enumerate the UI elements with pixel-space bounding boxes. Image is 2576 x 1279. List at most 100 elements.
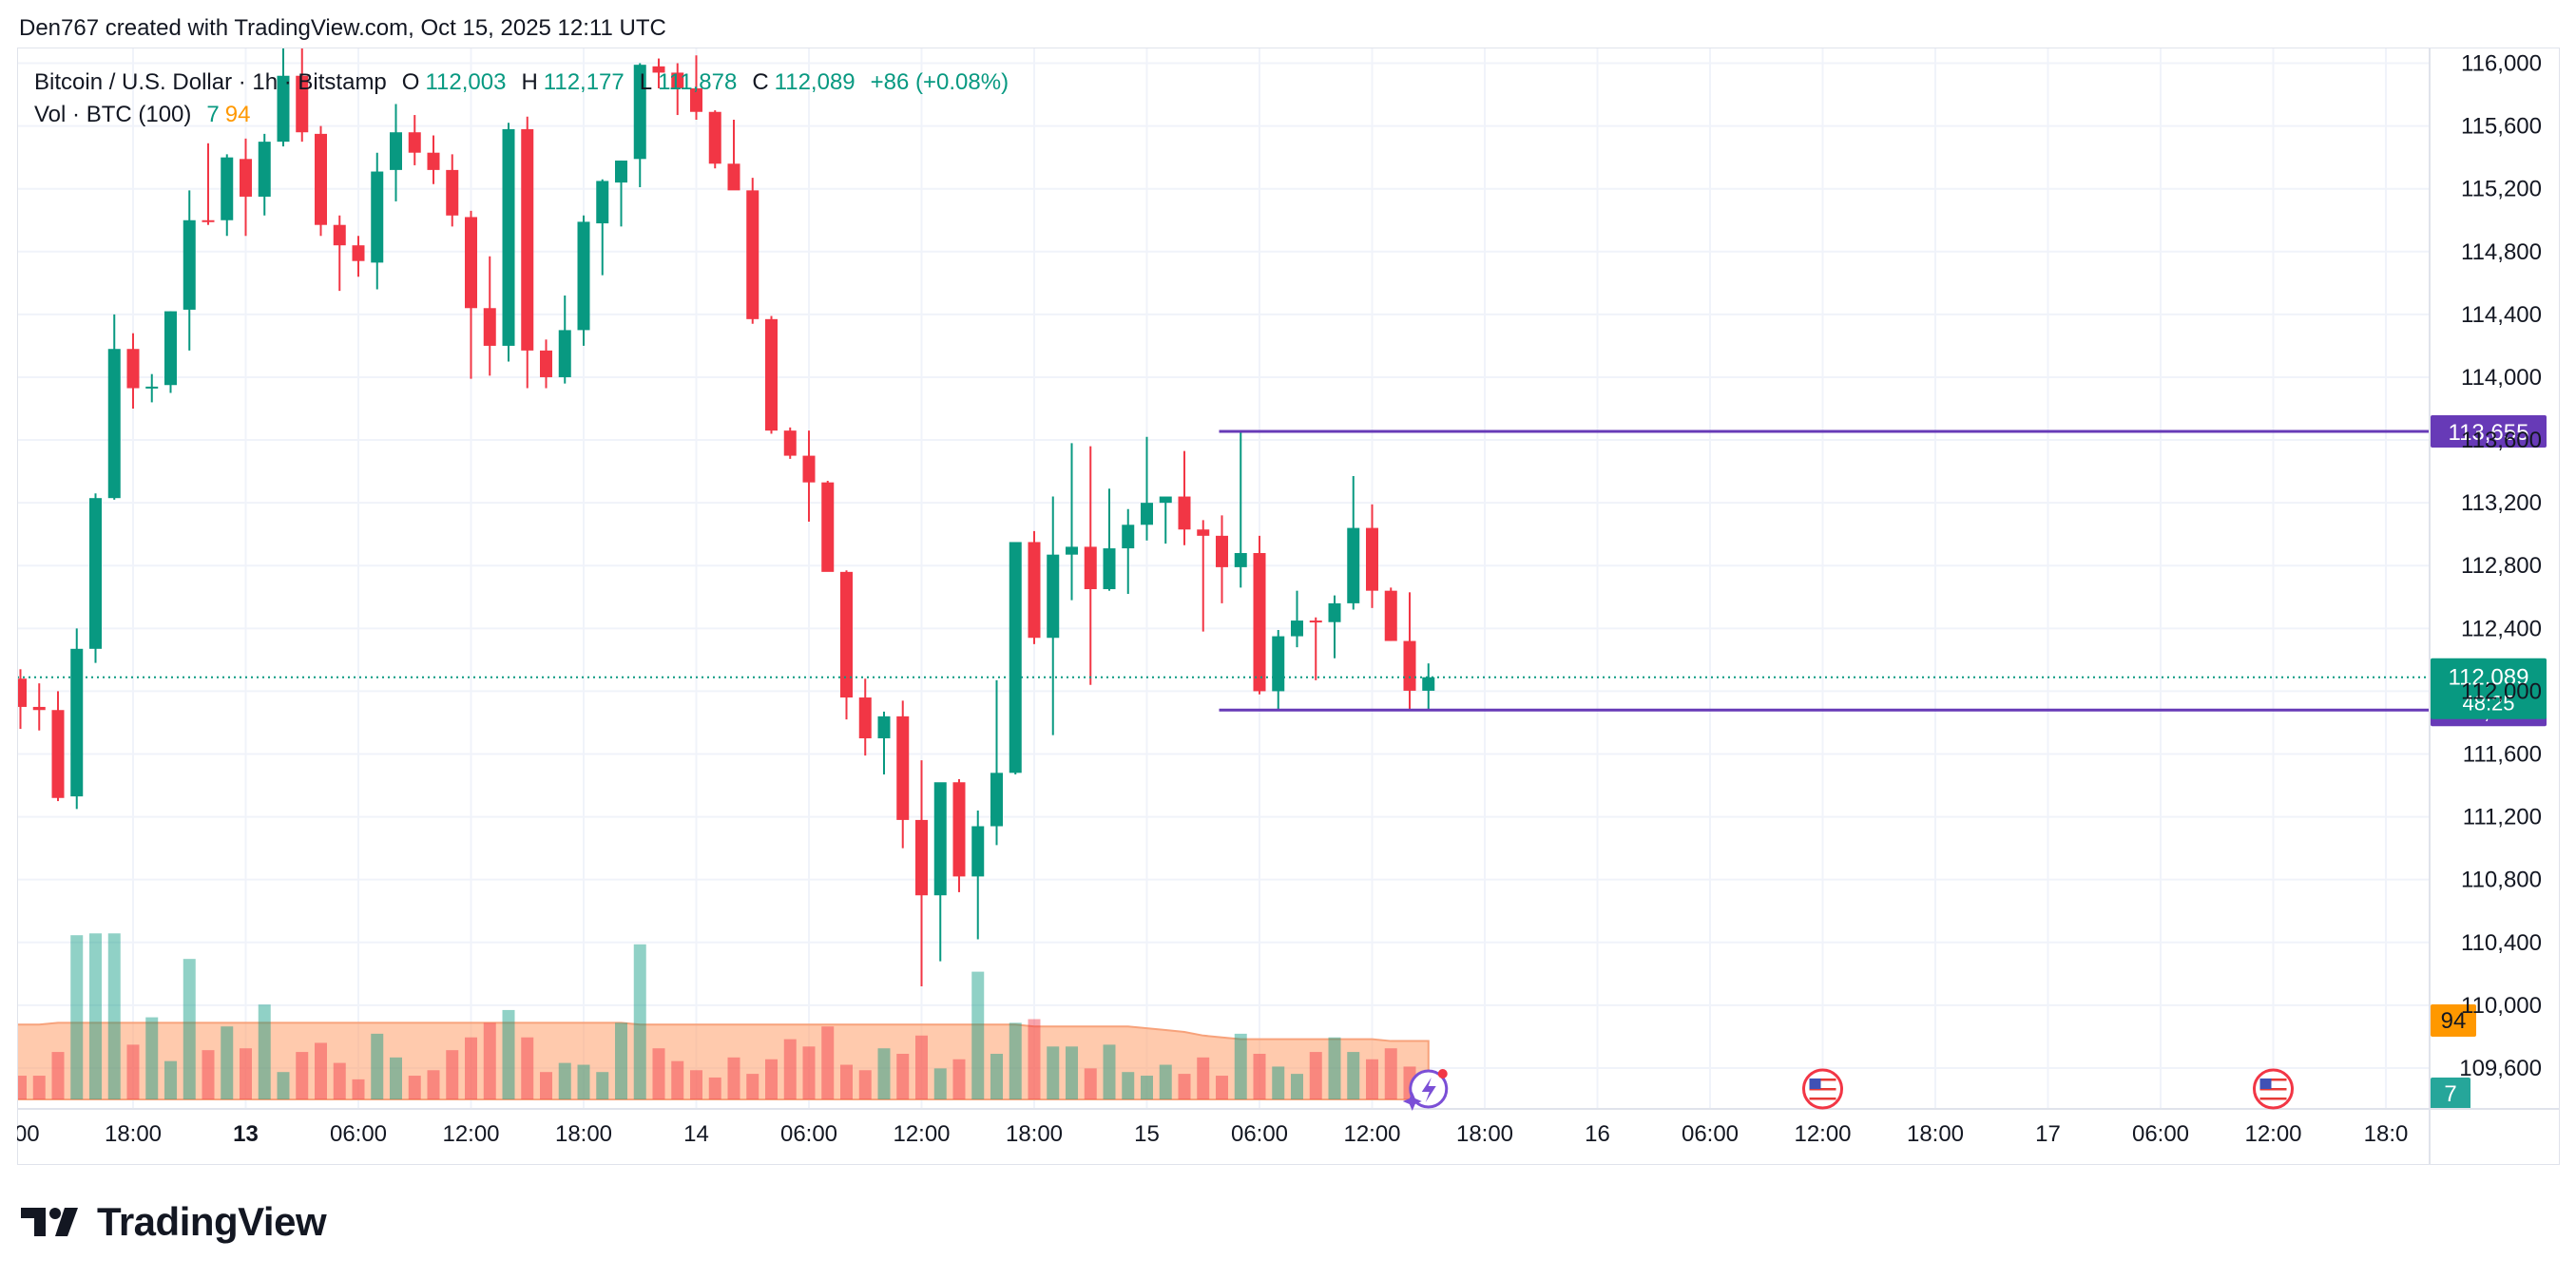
legend-low-value: 111,878 bbox=[658, 69, 738, 95]
price-tick-label: 110,000 bbox=[2461, 993, 2542, 1019]
event-marker-lightning[interactable] bbox=[1402, 1069, 1449, 1111]
candle-body bbox=[1366, 527, 1378, 591]
volume-bar bbox=[390, 1057, 402, 1099]
volume-bar bbox=[840, 1064, 853, 1099]
time-axis: 12:00 18:00 13 06:00 12:00 18:00 14 06:00 12:00 1… bbox=[0, 1108, 2560, 1147]
volume-bar bbox=[1234, 1033, 1247, 1099]
legend-volume-row[interactable]: Vol · BTC (100) 7 94 bbox=[34, 99, 1009, 131]
us-flag-icon[interactable] bbox=[2253, 1068, 2294, 1110]
grid bbox=[10, 48, 2430, 1109]
volume-bar bbox=[183, 959, 196, 1099]
us-flag-icon-stripe bbox=[2259, 1093, 2287, 1096]
candle-body bbox=[821, 482, 835, 572]
time-tick-label: 18:00 bbox=[1907, 1121, 1964, 1147]
volume-bar bbox=[1347, 1052, 1360, 1099]
volume-bar bbox=[465, 1037, 477, 1099]
volume-bar bbox=[765, 1059, 778, 1099]
volume-badge-label: 7 bbox=[2444, 1081, 2456, 1107]
level-price-label: 113,655 bbox=[2449, 420, 2529, 446]
last-price-label: 112,089 bbox=[2449, 665, 2529, 691]
candle-body bbox=[1178, 496, 1191, 530]
us-flag-icon[interactable] bbox=[1802, 1068, 1843, 1110]
time-tick-label: 12:00 bbox=[1794, 1121, 1851, 1147]
volume-bar bbox=[671, 1060, 684, 1099]
legend-close-label: C bbox=[752, 69, 769, 95]
volume-bar bbox=[240, 1048, 252, 1099]
candle-body bbox=[896, 716, 910, 820]
candle-body bbox=[107, 349, 121, 499]
volume-bar bbox=[89, 933, 102, 1099]
candle-body bbox=[746, 190, 759, 319]
candle-body bbox=[1309, 620, 1322, 623]
time-tick-label: 12:00 bbox=[442, 1121, 499, 1147]
us-flag-icon-stripe bbox=[2259, 1079, 2287, 1081]
volume-bar bbox=[540, 1072, 552, 1099]
volume-bar bbox=[596, 1072, 609, 1099]
volume-ma-badge-label: 94 bbox=[2441, 1008, 2467, 1034]
volume-bar bbox=[1028, 1019, 1041, 1099]
volume-bar bbox=[1159, 1064, 1172, 1099]
volume-bar bbox=[1366, 1059, 1378, 1099]
volume-bar bbox=[1328, 1037, 1341, 1099]
price-tick-label: 114,000 bbox=[2461, 365, 2542, 391]
candle-body bbox=[521, 128, 534, 351]
volume-bar bbox=[1384, 1048, 1397, 1099]
time-tick-label: 06:00 bbox=[2132, 1121, 2189, 1147]
chart-caption: Den767 created with TradingView.com, Oct… bbox=[19, 15, 666, 41]
volume-bar bbox=[1216, 1076, 1228, 1099]
volume-bar bbox=[858, 1070, 872, 1099]
us-flag-icon-canton bbox=[1809, 1079, 1821, 1089]
candle-body bbox=[1216, 535, 1228, 567]
volume-bar bbox=[652, 1048, 665, 1099]
candle-body bbox=[32, 706, 46, 711]
candles bbox=[14, 48, 1435, 987]
time-tick-label: 17 bbox=[2035, 1121, 2061, 1147]
tradingview-logo-icon bbox=[21, 1208, 78, 1236]
volume-bar bbox=[971, 971, 985, 1099]
candle-body bbox=[558, 330, 571, 377]
legend-volume-label: Vol · BTC (100) bbox=[34, 102, 192, 127]
candle-body bbox=[615, 160, 627, 183]
candle-body bbox=[971, 826, 985, 877]
price-tick-label: 113,600 bbox=[2461, 428, 2542, 453]
us-flag-icon-stripe bbox=[2259, 1083, 2287, 1086]
candle-body bbox=[446, 169, 459, 216]
price-tick-label: 114,400 bbox=[2461, 302, 2542, 328]
candle-body bbox=[14, 678, 27, 707]
price-tick-label: 115,200 bbox=[2461, 177, 2542, 202]
candle-body bbox=[240, 159, 252, 197]
tradingview-logo[interactable]: TradingView bbox=[21, 1199, 327, 1245]
candle-body bbox=[164, 311, 177, 386]
time-tick-label: 18:00 bbox=[555, 1121, 612, 1147]
candle-body bbox=[1234, 553, 1247, 567]
volume-bar bbox=[296, 1052, 309, 1099]
volume-bar bbox=[746, 1074, 759, 1099]
price-tick-label: 109,600 bbox=[2459, 1056, 2542, 1081]
candle-body bbox=[915, 819, 928, 896]
volume-bar bbox=[783, 1039, 797, 1099]
legend-symbol: Bitcoin / U.S. Dollar · 1h · Bitstamp bbox=[34, 69, 387, 95]
time-tick-label: 16 bbox=[1585, 1121, 1610, 1147]
legend-volume-ma-value: 94 bbox=[224, 102, 251, 127]
candle-body bbox=[483, 308, 496, 346]
legend-volume-value: 7 bbox=[206, 102, 220, 127]
candle-body bbox=[877, 716, 891, 738]
candle-body bbox=[258, 142, 271, 197]
volume-bar bbox=[202, 1050, 215, 1099]
events bbox=[1402, 1068, 2294, 1111]
volume-bar bbox=[1122, 1072, 1135, 1099]
volume-bar bbox=[1141, 1076, 1153, 1099]
candle-body bbox=[1066, 546, 1078, 555]
candle-body bbox=[126, 349, 140, 389]
candle-body bbox=[427, 152, 440, 170]
volume-ma-area bbox=[10, 1021, 1430, 1100]
candle-body bbox=[540, 350, 552, 377]
time-tick-label: 06:00 bbox=[1682, 1121, 1739, 1147]
volume-bar bbox=[371, 1033, 384, 1099]
candle-body bbox=[783, 430, 797, 456]
volume-bar bbox=[1084, 1068, 1097, 1099]
candle-body bbox=[671, 72, 684, 88]
